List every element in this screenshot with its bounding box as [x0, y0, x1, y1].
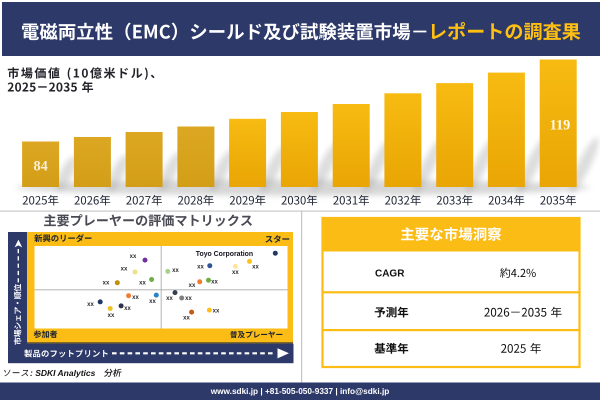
svg-text:xx: xx — [172, 268, 179, 274]
svg-text:xx: xx — [166, 296, 173, 302]
svg-text:xx: xx — [139, 281, 146, 287]
svg-text:CAGR: CAGR — [375, 269, 405, 280]
svg-text:xx: xx — [130, 254, 137, 260]
svg-text:84: 84 — [33, 158, 47, 174]
svg-text:119: 119 — [550, 117, 571, 133]
svg-text:xx: xx — [185, 296, 192, 302]
svg-text:www.sdki.jp | +81-505-050-9337: www.sdki.jp | +81-505-050-9337 | info@sd… — [210, 387, 390, 396]
svg-text:xx: xx — [211, 280, 218, 286]
svg-text:: SDKI Analytics: : SDKI Analytics — [30, 368, 96, 378]
svg-text:xx: xx — [189, 283, 196, 289]
svg-text:xx: xx — [183, 316, 190, 322]
svg-text:xx: xx — [132, 295, 139, 301]
svg-text:xx: xx — [103, 281, 110, 287]
svg-text:xx: xx — [87, 302, 94, 308]
svg-text:xx: xx — [108, 313, 115, 319]
svg-text:xx: xx — [149, 299, 156, 305]
svg-text:xx: xx — [252, 264, 259, 270]
svg-text:xx: xx — [124, 306, 131, 312]
svg-text:xx: xx — [197, 264, 204, 270]
svg-text:xx: xx — [121, 267, 128, 273]
svg-text:xx: xx — [213, 308, 220, 314]
svg-text:Toyo Corporation: Toyo Corporation — [196, 251, 253, 258]
svg-text:xx: xx — [232, 270, 239, 276]
